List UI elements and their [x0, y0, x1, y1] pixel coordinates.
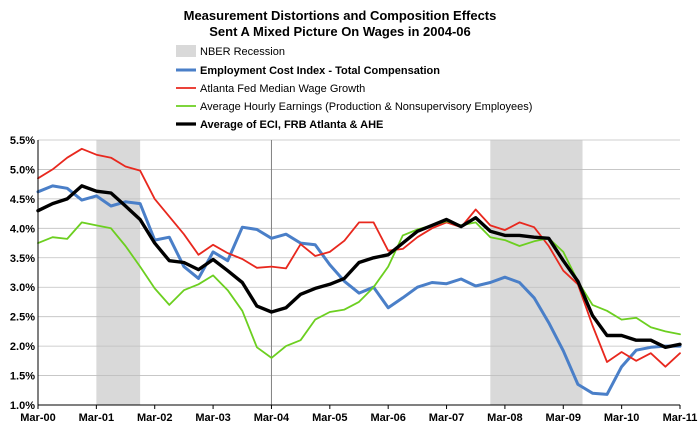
legend-label-recession: NBER Recession	[200, 46, 285, 58]
x-tick-label: Mar-08	[487, 412, 522, 424]
x-tick-label: Mar-09	[546, 412, 581, 424]
x-tick-label: Mar-02	[137, 412, 172, 424]
y-tick-label: 4.0%	[10, 223, 35, 235]
legend-label-ahe: Average Hourly Earnings (Production & No…	[200, 101, 532, 113]
x-tick-label: Mar-05	[312, 412, 347, 424]
y-tick-label: 3.5%	[10, 253, 35, 265]
legend-label-eci: Employment Cost Index - Total Compensati…	[200, 65, 440, 77]
legend-label-atlanta: Atlanta Fed Median Wage Growth	[200, 83, 365, 95]
atlanta-series-line	[37, 147, 681, 368]
plot-area: 1.0% 1.5% 2.0% 2.5% 3.0% 3.5% 4.0% 4.5% 5.0% 5.5%…	[10, 135, 698, 424]
recession-band-1	[96, 140, 141, 405]
eci-series-line	[36, 184, 682, 396]
y-tick-label: 5.0%	[10, 164, 35, 176]
x-tick-label: Mar-01	[79, 412, 114, 424]
x-tick-label: Mar-11	[663, 412, 698, 424]
x-tick-label: Mar-00	[20, 412, 55, 424]
legend-swatch-recession	[176, 45, 196, 57]
chart-title-line-1: Measurement Distortions and Composition …	[184, 8, 497, 23]
y-tick-label: 5.5%	[10, 135, 35, 147]
average-series-line	[36, 184, 682, 349]
x-tick-label: Mar-04	[254, 412, 290, 424]
x-tick-label: Mar-06	[370, 412, 405, 424]
x-tick-label: Mar-07	[429, 412, 464, 424]
y-tick-label: 2.0%	[10, 341, 35, 353]
y-tick-label: 4.5%	[10, 194, 35, 206]
chart-title-line-2: Sent A Mixed Picture On Wages in 2004-06	[209, 24, 471, 39]
x-tick-label: Mar-10	[604, 412, 639, 424]
legend-label-average: Average of ECI, FRB Atlanta & AHE	[200, 119, 383, 131]
legend: NBER Recession Employment Cost Index - T…	[176, 45, 532, 131]
y-tick-label: 2.5%	[10, 312, 35, 324]
y-tick-label: 1.5%	[10, 371, 35, 383]
x-tick-label: Mar-03	[195, 412, 230, 424]
y-tick-label: 1.0%	[10, 400, 35, 412]
y-tick-label: 3.0%	[10, 282, 35, 294]
